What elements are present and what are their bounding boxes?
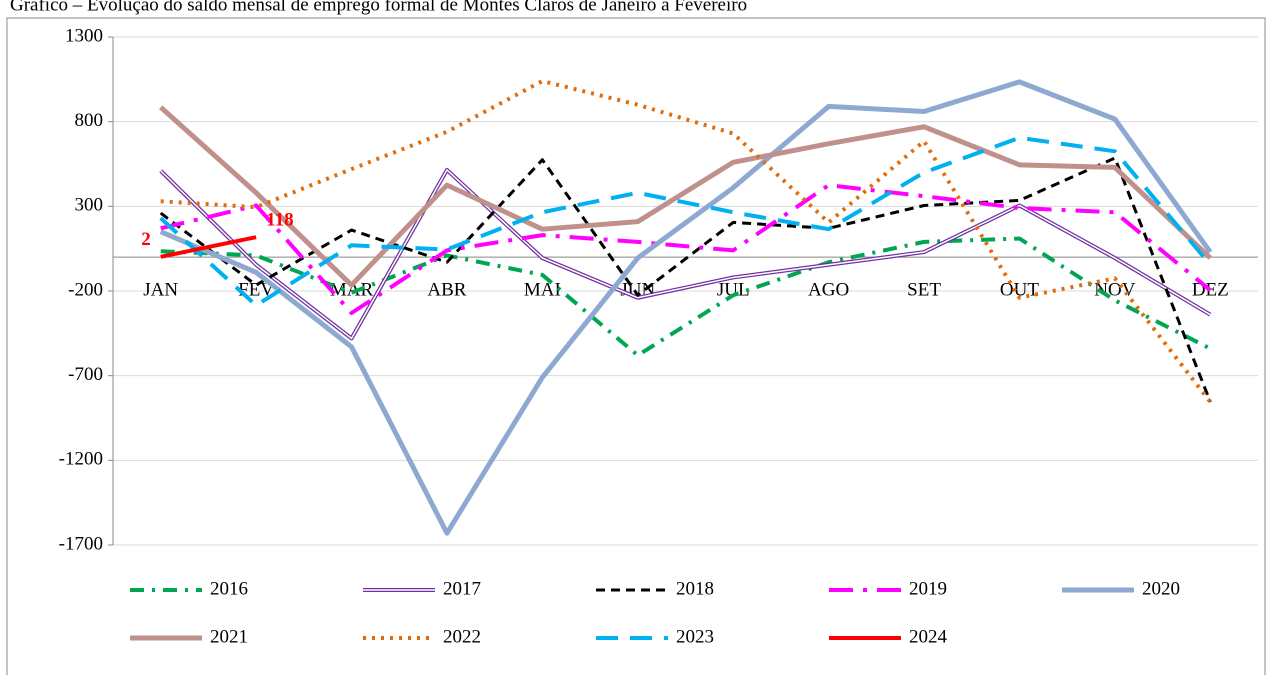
- legend-label: 2018: [676, 578, 714, 599]
- y-tick-label: 300: [75, 195, 104, 216]
- legend-label: 2019: [909, 578, 947, 599]
- y-tick-label: -700: [68, 364, 103, 385]
- legend-label: 2020: [1142, 578, 1180, 599]
- series-line: [159, 156, 1212, 403]
- chart-title: Gráfico – Evolução do saldo mensal de em…: [10, 0, 747, 15]
- y-tick-label: -1200: [59, 449, 103, 470]
- series-line: [160, 235, 257, 259]
- x-tick-label: SET: [907, 279, 941, 300]
- x-tick-label: MAR: [330, 279, 374, 300]
- legend-label: 2016: [210, 578, 248, 599]
- x-tick-label: OUT: [1000, 279, 1039, 300]
- y-tick-label: 1300: [65, 25, 103, 46]
- chart-frame: [6, 17, 1266, 680]
- y-tick-label: -1700: [59, 533, 103, 554]
- series-line-inner: [160, 168, 1211, 340]
- x-tick-label: AGO: [808, 279, 849, 300]
- series-line: [159, 105, 1213, 288]
- data-label: 2: [141, 229, 151, 250]
- y-tick-label: 800: [75, 110, 104, 131]
- series-line: [159, 135, 1212, 308]
- legend-label: 2021: [210, 626, 248, 647]
- series-line: [160, 79, 1212, 404]
- data-label: 118: [266, 210, 293, 231]
- legend-label: 2024: [909, 626, 948, 647]
- legend-label: 2022: [443, 626, 481, 647]
- x-tick-label: JUL: [717, 279, 750, 300]
- y-tick-label: -200: [68, 279, 103, 300]
- series-line: [160, 183, 1212, 316]
- series-line: [160, 236, 1212, 358]
- series-line: [159, 79, 1213, 536]
- legend-label: 2023: [676, 626, 714, 647]
- legend-label: 2017: [443, 578, 481, 599]
- x-tick-label: ABR: [427, 279, 466, 300]
- x-tick-label: MAI: [524, 279, 561, 300]
- x-tick-label: JAN: [143, 279, 178, 300]
